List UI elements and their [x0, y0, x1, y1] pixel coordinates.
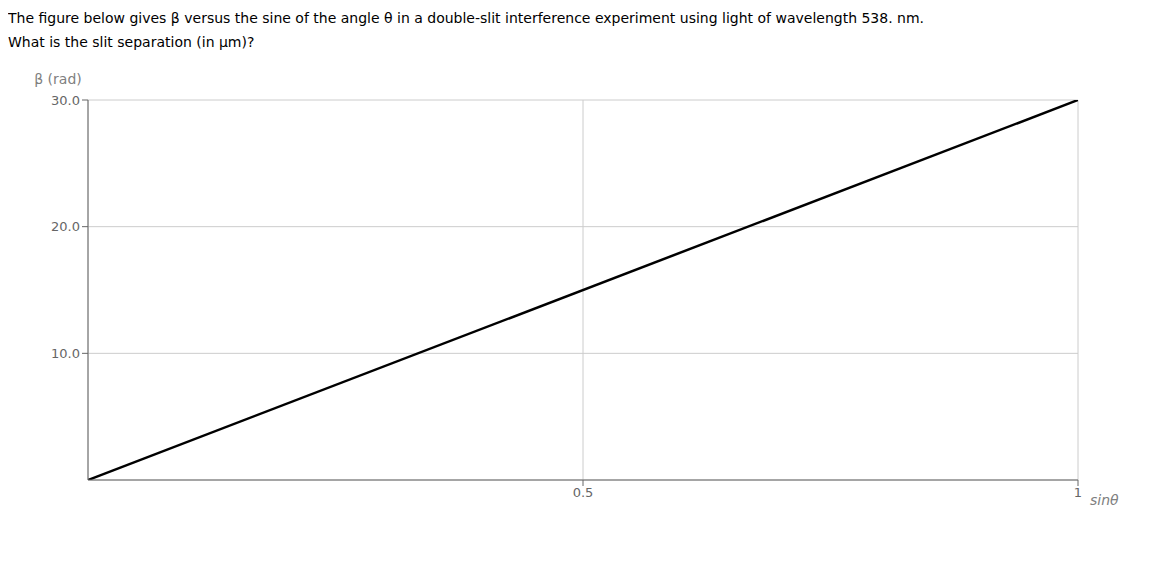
svg-text:30.0: 30.0: [51, 93, 80, 108]
svg-text:0.5: 0.5: [573, 485, 594, 500]
svg-text:sinθ: sinθ: [1090, 492, 1119, 508]
svg-text:20.0: 20.0: [51, 219, 80, 234]
svg-text:β (rad): β (rad): [34, 71, 82, 87]
svg-text:10.0: 10.0: [51, 346, 80, 361]
html-text:The figure below gives β versu: The figure below gives β versus the sine…: [8, 10, 924, 26]
svg-text:1: 1: [1074, 485, 1082, 500]
html-text:What is the slit separation (i: What is the slit separation (in μm)?: [8, 34, 255, 50]
